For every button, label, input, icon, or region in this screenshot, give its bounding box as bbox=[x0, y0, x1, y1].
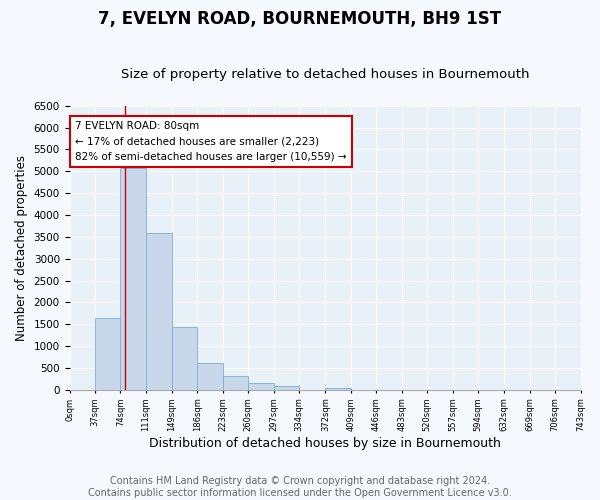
Text: Contains HM Land Registry data © Crown copyright and database right 2024.
Contai: Contains HM Land Registry data © Crown c… bbox=[88, 476, 512, 498]
X-axis label: Distribution of detached houses by size in Bournemouth: Distribution of detached houses by size … bbox=[149, 437, 501, 450]
Bar bbox=[95, 318, 121, 390]
Bar bbox=[172, 328, 197, 390]
Bar bbox=[248, 384, 274, 390]
Title: Size of property relative to detached houses in Bournemouth: Size of property relative to detached ho… bbox=[121, 68, 529, 81]
Text: 7 EVELYN ROAD: 80sqm
← 17% of detached houses are smaller (2,223)
82% of semi-de: 7 EVELYN ROAD: 80sqm ← 17% of detached h… bbox=[75, 121, 347, 162]
Bar bbox=[223, 376, 248, 390]
Bar bbox=[274, 386, 299, 390]
Bar bbox=[146, 232, 172, 390]
Text: 7, EVELYN ROAD, BOURNEMOUTH, BH9 1ST: 7, EVELYN ROAD, BOURNEMOUTH, BH9 1ST bbox=[98, 10, 502, 28]
Bar bbox=[325, 388, 351, 390]
Bar bbox=[197, 363, 223, 390]
Bar bbox=[121, 168, 146, 390]
Y-axis label: Number of detached properties: Number of detached properties bbox=[15, 155, 28, 341]
